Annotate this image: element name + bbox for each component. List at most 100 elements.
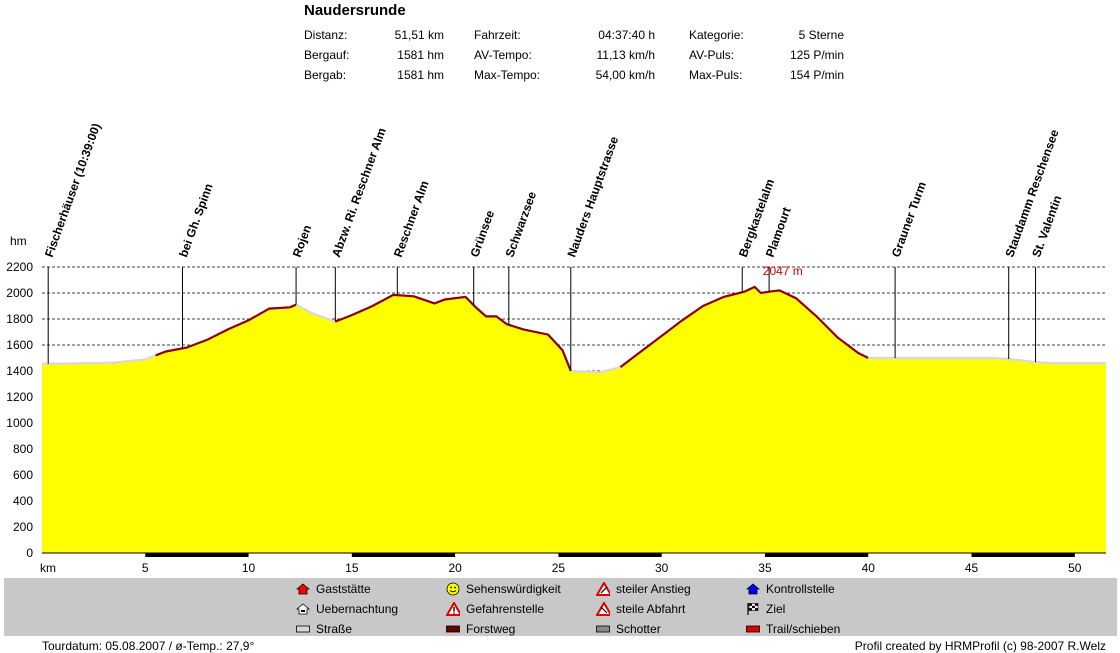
control-icon	[746, 583, 760, 595]
scale-bar	[145, 553, 249, 557]
scale-bar	[971, 553, 1075, 557]
steep-down-icon	[596, 602, 610, 616]
waypoint-label: Fischerhäuser (10:39:00)	[42, 121, 104, 259]
x-tick-label: 40	[862, 561, 876, 575]
waypoint-label: Grauner Turm	[889, 180, 929, 259]
max-elevation-label: 2047 m	[763, 264, 803, 278]
stat-value: 154 P/min	[789, 68, 844, 82]
waypoint-label: Reschner Alm	[391, 179, 432, 259]
axes: 0 200 400 600 800 1000 1200 1400 1600 1800 2000 220…	[6, 260, 1106, 575]
waypoint-label: Nauders Hauptstrasse	[564, 134, 621, 259]
waypoint-label: Abzw. Ri. Reschner Alm	[329, 126, 389, 259]
waypoint-label: Staudamm Reschensee	[1002, 127, 1061, 259]
stat-label: Distanz:	[304, 28, 348, 42]
stat-value: 11,13 km/h	[596, 48, 655, 62]
stat-value: 1581 hm	[397, 68, 444, 82]
elevation-fill	[42, 286, 1106, 553]
legend-item-kontrollstelle: Kontrollstelle	[746, 582, 835, 596]
legend-item-trail: Trail/schieben	[746, 622, 840, 636]
x-tick-label: 10	[242, 561, 256, 575]
legend-label: Sehenswürdigkeit	[466, 582, 561, 596]
legend-item-gaststaette: Gaststätte	[296, 582, 371, 596]
stat-label: Kategorie:	[689, 28, 744, 42]
x-tick-label: 45	[965, 561, 979, 575]
y-tick-label: 600	[13, 468, 33, 482]
credits: Profil created by HRMProfil (c) 98-2007 …	[854, 639, 1106, 653]
scale-bar	[764, 553, 869, 557]
y-tick-label: 1400	[6, 364, 33, 378]
stat-label: Fahrzeit:	[474, 28, 521, 42]
surface-segment	[570, 366, 621, 374]
legend-label: Straße	[316, 622, 353, 636]
gravel-swatch	[596, 623, 610, 635]
legend-item-schotter: Schotter	[596, 622, 661, 636]
elevation-profile-chart: Fischerhäuser (10:39:00) bei Gh. Spinn Roj…	[6, 121, 1106, 575]
forestroad-swatch	[446, 623, 460, 635]
y-tick-label: 1800	[6, 312, 33, 326]
scale-bar	[351, 553, 456, 557]
surface-segment	[868, 356, 1106, 365]
x-axis-label: km	[40, 561, 56, 575]
waypoint-label: bei Gh. Spinn	[176, 182, 216, 259]
y-tick-label: 1600	[6, 338, 33, 352]
y-axis-label: hm	[10, 234, 27, 248]
stat-label: Bergab:	[304, 68, 347, 82]
y-tick-label: 1200	[6, 390, 33, 404]
legend-item-strasse: Straße	[296, 622, 352, 636]
waypoint-label: Schwarzsee	[502, 189, 539, 259]
x-tick-label: 50	[1068, 561, 1082, 575]
legend-label: Gaststätte	[316, 582, 371, 596]
legend-item-gefahrenstelle: Gefahrenstelle	[446, 602, 544, 616]
stat-value: 51,51 km	[394, 28, 444, 42]
legend-item-forstweg: Forstweg	[446, 622, 515, 636]
stat-label: Max-Puls:	[689, 68, 743, 82]
stat-value: 54,00 km/h	[595, 68, 655, 82]
legend-label: steile Abfahrt	[616, 602, 686, 616]
surface-segment	[41, 354, 156, 365]
legend-label: Gefahrenstelle	[466, 602, 545, 616]
waypoint-label: Rojen	[290, 223, 315, 259]
chart-title: Naudersrunde	[304, 2, 406, 19]
legend-item-steiler-anstieg: steiler Anstieg	[596, 582, 691, 596]
surface-segment	[619, 285, 869, 368]
y-tick-label: 200	[13, 520, 33, 534]
x-tick-label: 35	[758, 561, 772, 575]
tour-date-temperature: Tourdatum: 05.08.2007 / ø-Temp.: 27,9°	[42, 639, 255, 653]
stat-label: Max-Tempo:	[474, 68, 541, 82]
surface-line	[41, 285, 1106, 374]
stat-label: AV-Tempo:	[474, 48, 532, 62]
road-swatch	[296, 623, 310, 635]
finish-flag-icon	[746, 603, 760, 615]
legend-item-steile-abfahrt: steile Abfahrt	[596, 602, 685, 616]
stat-label: Bergauf:	[304, 48, 350, 62]
legend-label: Trail/schieben	[766, 622, 841, 636]
legend-label: Kontrollstelle	[766, 582, 835, 596]
y-tick-label: 2200	[6, 260, 33, 274]
legend-label: Schotter	[616, 622, 661, 636]
house-icon	[296, 583, 310, 595]
x-tick-label: 20	[448, 561, 462, 575]
y-tick-label: 2000	[6, 286, 33, 300]
lodging-icon	[296, 603, 310, 615]
surface-segment	[334, 293, 572, 372]
stat-value: 1581 hm	[397, 48, 444, 62]
y-tick-label: 1000	[6, 416, 33, 430]
stat-value: 125 P/min	[789, 48, 844, 62]
stat-value: 5 Sterne	[798, 28, 844, 42]
legend-label: Uebernachtung	[316, 602, 399, 616]
legend-label: steiler Anstieg	[616, 582, 691, 596]
warning-icon	[446, 602, 460, 616]
legend-item-sehenswuerdigkeit: Sehenswürdigkeit	[446, 582, 561, 596]
smiley-icon	[446, 582, 460, 596]
surface-segment	[155, 303, 297, 357]
x-tick-label: 30	[655, 561, 669, 575]
steep-up-icon	[596, 582, 610, 596]
y-tick-label: 800	[13, 442, 33, 456]
x-tick-label: 5	[142, 561, 149, 575]
stat-value: 04:37:40 h	[598, 28, 655, 42]
legend-item-uebernachtung: Uebernachtung	[296, 602, 398, 616]
legend: Gaststätte Sehenswürdigkeit steiler Anst…	[4, 578, 1117, 636]
waypoint-label: Plamourt	[763, 205, 794, 259]
waypoints: Fischerhäuser (10:39:00) bei Gh. Spinn Roj…	[42, 121, 1065, 371]
legend-label: Forstweg	[466, 622, 516, 636]
